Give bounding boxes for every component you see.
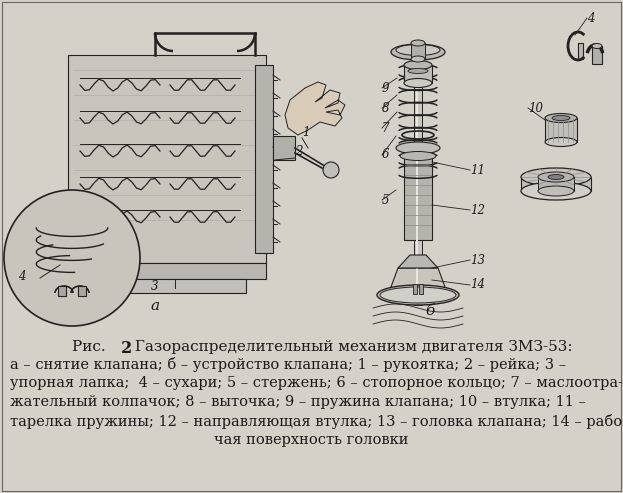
Ellipse shape — [411, 40, 425, 46]
Text: Газораспределительный механизм двигателя ЗМЗ-53:: Газораспределительный механизм двигателя… — [130, 340, 573, 354]
Bar — [78, 286, 86, 296]
Text: 5: 5 — [382, 193, 389, 207]
Bar — [578, 43, 583, 59]
Circle shape — [323, 162, 339, 178]
Bar — [404, 150, 432, 240]
Bar — [68, 55, 266, 263]
Ellipse shape — [396, 44, 440, 56]
Ellipse shape — [391, 44, 445, 60]
Ellipse shape — [538, 186, 574, 196]
Text: 10: 10 — [528, 102, 543, 114]
Text: 8: 8 — [382, 102, 389, 114]
Text: упорная лапка;  4 – сухари; 5 – стержень; 6 – стопорное кольцо; 7 – маслоотра-: упорная лапка; 4 – сухари; 5 – стержень;… — [10, 376, 623, 390]
Text: 2: 2 — [295, 145, 303, 158]
Text: 12: 12 — [470, 204, 485, 216]
Text: Рис.: Рис. — [72, 340, 120, 354]
Polygon shape — [285, 82, 345, 135]
Text: 4: 4 — [18, 270, 26, 283]
Ellipse shape — [548, 175, 564, 179]
Text: 13: 13 — [470, 253, 485, 267]
Bar — [273, 136, 295, 160]
Text: 9: 9 — [382, 81, 389, 95]
Bar — [413, 284, 417, 294]
Text: 11: 11 — [470, 164, 485, 176]
Polygon shape — [388, 268, 448, 295]
Text: б: б — [426, 304, 435, 318]
Text: а: а — [150, 299, 159, 313]
Text: 1: 1 — [302, 126, 310, 139]
Ellipse shape — [396, 142, 440, 154]
Ellipse shape — [411, 56, 425, 62]
Bar — [255, 65, 273, 253]
Bar — [416, 55, 418, 295]
Ellipse shape — [538, 172, 574, 182]
Text: 14: 14 — [470, 279, 485, 291]
Text: 4: 4 — [587, 11, 594, 25]
Bar — [592, 46, 602, 64]
Bar — [58, 286, 66, 296]
Ellipse shape — [377, 285, 459, 305]
Ellipse shape — [408, 69, 428, 73]
Bar — [414, 55, 422, 295]
Text: жательный колпачок; 8 – выточка; 9 – пружина клапана; 10 – втулка; 11 –: жательный колпачок; 8 – выточка; 9 – пру… — [10, 395, 586, 409]
Bar — [411, 43, 425, 59]
Bar — [414, 295, 422, 305]
Ellipse shape — [521, 182, 591, 200]
Text: тарелка пружины; 12 – направляющая втулка; 13 – головка клапана; 14 – рабо-: тарелка пружины; 12 – направляющая втулк… — [10, 414, 623, 429]
Text: 7: 7 — [382, 121, 389, 135]
Bar — [419, 284, 423, 294]
Circle shape — [4, 190, 140, 326]
Bar — [68, 263, 266, 279]
Polygon shape — [398, 255, 438, 268]
Ellipse shape — [404, 78, 432, 87]
Bar — [88, 279, 246, 293]
Ellipse shape — [552, 115, 570, 120]
Bar — [521, 177, 591, 191]
Ellipse shape — [400, 151, 436, 161]
Text: чая поверхность головки: чая поверхность головки — [214, 433, 408, 447]
Ellipse shape — [592, 43, 602, 48]
Ellipse shape — [404, 61, 432, 70]
Bar — [538, 177, 574, 191]
Ellipse shape — [380, 287, 456, 303]
Bar — [545, 118, 577, 142]
Text: 2: 2 — [121, 340, 132, 357]
Ellipse shape — [545, 113, 577, 122]
Text: 6: 6 — [382, 148, 389, 162]
Ellipse shape — [521, 168, 591, 186]
Bar — [404, 65, 432, 83]
Ellipse shape — [545, 138, 577, 146]
Text: а – снятие клапана; б – устройство клапана; 1 – рукоятка; 2 – рейка; 3 –: а – снятие клапана; б – устройство клапа… — [10, 357, 566, 372]
Text: 3: 3 — [151, 280, 159, 293]
